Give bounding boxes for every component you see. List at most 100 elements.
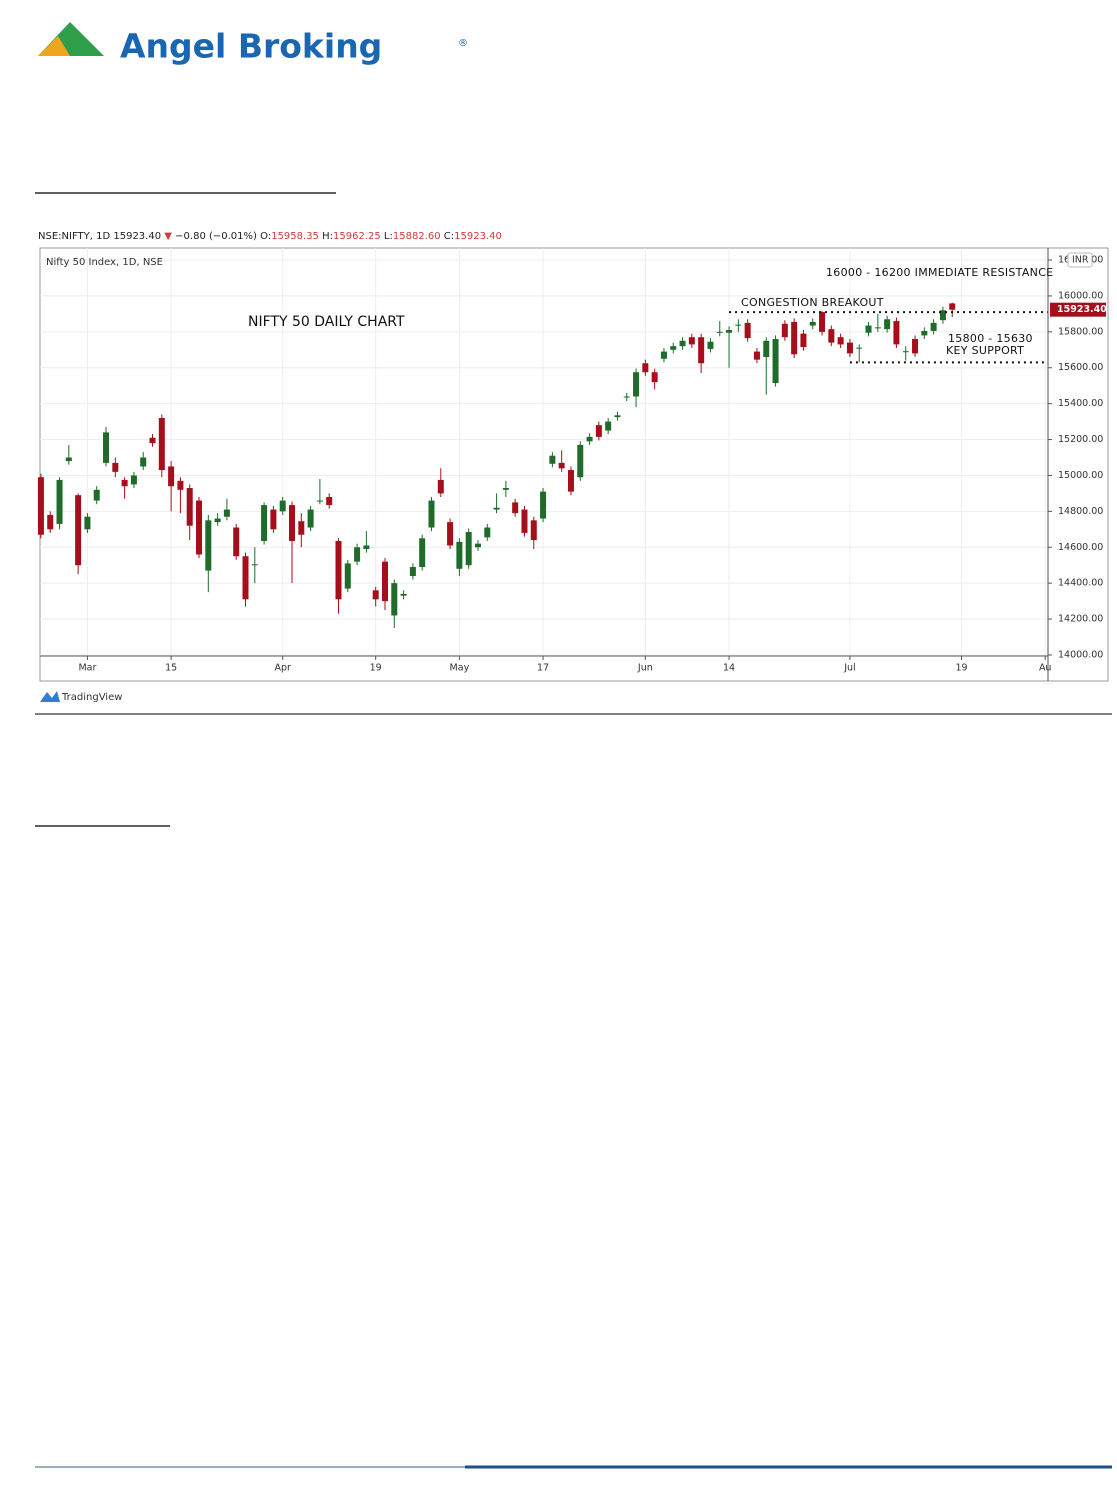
candle-body (372, 590, 379, 600)
candle-body (874, 327, 881, 329)
candle-body (400, 593, 407, 596)
candle-body (586, 436, 593, 442)
candle-body (177, 480, 184, 490)
x-tick-label: 17 (537, 663, 549, 674)
candle-body (335, 540, 342, 600)
h-label: H: (322, 231, 333, 242)
y-tick-label: 14000.00 (1058, 649, 1103, 660)
candle-body (688, 337, 695, 345)
candle-body (856, 347, 863, 349)
annotation: CONGESTION BREAKOUT (741, 296, 884, 309)
candle-body (837, 337, 844, 345)
candle-body (884, 319, 891, 330)
change: −0.80 (−0.01%) (175, 231, 257, 242)
candle-body (939, 310, 946, 321)
candle-body (168, 466, 175, 487)
y-tick-label: 15600.00 (1058, 362, 1103, 373)
currency: INR (1072, 255, 1089, 266)
candle-body (56, 479, 63, 524)
y-tick-label: 14200.00 (1058, 614, 1103, 625)
y-tick-label: 14400.00 (1058, 578, 1103, 589)
candle-body (103, 432, 110, 463)
candle-body (149, 437, 156, 444)
candle-body (660, 351, 667, 359)
candle-body (930, 322, 937, 331)
price-tag-label: 15923.40 (1057, 304, 1107, 315)
chart-title: NIFTY 50 DAILY CHART (248, 314, 405, 330)
tradingview-logo: TradingView (40, 691, 122, 703)
close: 15923.40 (454, 231, 502, 242)
y-tick-label: 15200.00 (1058, 434, 1103, 445)
candle-body (261, 505, 268, 541)
candle-body (809, 321, 816, 326)
chart-header: NSE:NIFTY, 1D 15923.40 ▼ −0.80 (−0.01%) … (38, 231, 502, 242)
candle-body (642, 363, 649, 373)
candle-body (512, 502, 519, 514)
tradingview-icon (40, 691, 60, 702)
candle-body (270, 509, 277, 530)
o-label: O: (260, 231, 271, 242)
open: 15958.35 (271, 231, 319, 242)
candle-body (47, 514, 54, 530)
candle-body (716, 331, 723, 333)
y-tick-label: 14800.00 (1058, 506, 1103, 517)
x-tick-label: Jun (637, 663, 653, 674)
candle-body (921, 330, 928, 336)
axis-labels: 14000.00 14200.00 14400.00 14600.00 14800.00… (78, 252, 1107, 674)
candle-body (819, 312, 826, 332)
candle-body (567, 470, 574, 492)
candle-body (474, 543, 481, 548)
annotation: 15800 - 15630 (948, 332, 1033, 345)
candle-body (828, 329, 835, 343)
candle-body (763, 340, 770, 357)
chart-frame (39, 247, 1109, 682)
y-tick-label: 15800.00 (1058, 326, 1103, 337)
candle-body (679, 340, 686, 347)
candle-body (140, 457, 147, 467)
candle-body (121, 479, 128, 487)
candle-body (772, 339, 779, 383)
candle-body (205, 520, 212, 571)
candle-body (912, 339, 919, 354)
x-tick-label: May (450, 663, 470, 674)
candle-body (289, 505, 295, 541)
candle-body (614, 415, 621, 418)
candle-body (112, 462, 119, 472)
candle-body (670, 346, 677, 350)
candle-body (409, 567, 416, 576)
candle-body (623, 396, 630, 398)
candle-body (307, 509, 314, 528)
candle-body (84, 516, 91, 530)
candle-body (493, 507, 500, 510)
price-tag (1050, 302, 1106, 317)
currency-box (1067, 252, 1093, 268)
candle-body (298, 521, 305, 535)
candle-body (865, 325, 872, 333)
symbol: NSE:NIFTY, 1D (38, 231, 110, 242)
candle-body (605, 421, 612, 431)
candle-body (484, 527, 491, 538)
candle-body (130, 475, 137, 485)
candle-body (186, 488, 193, 526)
candle-body (893, 321, 900, 345)
candle-body (223, 509, 230, 517)
candle-body (530, 520, 537, 541)
candle-body (391, 583, 398, 616)
low: 15882.60 (393, 231, 441, 242)
candle-body (633, 372, 640, 397)
candle-body (800, 333, 807, 348)
candle-body (735, 324, 742, 326)
candle-body (456, 541, 463, 569)
candle-body (540, 491, 547, 519)
candle-body (428, 500, 435, 528)
x-tick-label: 14 (723, 663, 735, 674)
candle-body (37, 477, 44, 535)
candle-body (65, 457, 72, 462)
candle-body (75, 495, 82, 566)
annotation: 16000 - 16200 IMMEDIATE RESISTANCE (826, 266, 1053, 279)
candle-body (781, 323, 788, 338)
candle-body (158, 418, 165, 471)
logo-name: Angel Broking (120, 27, 382, 66)
candle-body (251, 564, 258, 566)
